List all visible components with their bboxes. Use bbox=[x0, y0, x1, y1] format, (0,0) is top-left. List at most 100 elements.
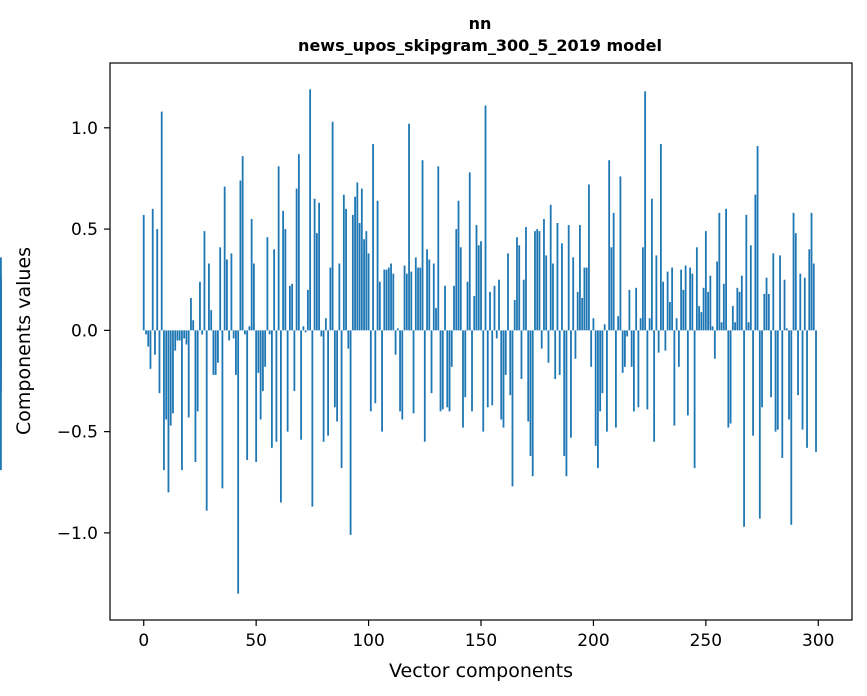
chart-subtitle: news_upos_skipgram_300_5_2019 model bbox=[298, 36, 662, 55]
bar bbox=[156, 229, 159, 331]
bar bbox=[731, 306, 734, 331]
x-tick-label: 200 bbox=[577, 631, 609, 651]
bar bbox=[432, 263, 435, 331]
bar bbox=[223, 186, 226, 331]
chart-title: nn bbox=[469, 14, 492, 33]
bar bbox=[154, 330, 156, 355]
bar bbox=[810, 212, 813, 331]
bar bbox=[682, 289, 685, 331]
bar bbox=[630, 330, 633, 367]
bar bbox=[446, 330, 449, 408]
x-tick-label: 300 bbox=[802, 631, 834, 651]
bar bbox=[711, 326, 714, 331]
bar bbox=[646, 330, 649, 410]
bar bbox=[648, 318, 651, 331]
bar bbox=[437, 166, 440, 331]
bar bbox=[230, 253, 233, 331]
x-tick-label: 150 bbox=[465, 631, 497, 651]
bar bbox=[812, 263, 815, 331]
bar bbox=[378, 281, 381, 331]
bar bbox=[655, 255, 658, 331]
bar bbox=[462, 330, 464, 428]
bar bbox=[324, 318, 327, 331]
bar bbox=[718, 212, 721, 331]
bar bbox=[547, 330, 550, 363]
bar bbox=[410, 271, 413, 331]
bar bbox=[244, 330, 246, 335]
bar bbox=[322, 330, 325, 442]
bar bbox=[217, 330, 219, 363]
bar bbox=[241, 156, 244, 331]
bar bbox=[599, 330, 602, 412]
bar bbox=[770, 330, 772, 398]
x-tick-label: 0 bbox=[138, 631, 149, 651]
bar bbox=[783, 279, 786, 331]
bar bbox=[709, 275, 712, 331]
bar bbox=[691, 273, 694, 331]
bar bbox=[597, 330, 599, 469]
bar bbox=[716, 261, 718, 331]
bar bbox=[794, 233, 797, 331]
bar bbox=[183, 330, 186, 339]
bar bbox=[435, 308, 437, 331]
bar bbox=[450, 330, 453, 367]
bar bbox=[387, 267, 390, 331]
bar bbox=[592, 318, 595, 331]
bar bbox=[752, 330, 754, 436]
bar bbox=[659, 144, 662, 331]
bar bbox=[650, 198, 653, 331]
bar bbox=[390, 263, 392, 331]
bar bbox=[808, 249, 811, 331]
bar bbox=[729, 330, 732, 424]
bar bbox=[628, 289, 631, 331]
bar bbox=[486, 330, 489, 408]
bar bbox=[331, 121, 334, 331]
bar bbox=[441, 330, 444, 410]
x-tick-label: 250 bbox=[690, 631, 722, 651]
bar bbox=[342, 194, 345, 331]
bar bbox=[763, 293, 766, 331]
bar bbox=[534, 231, 536, 331]
bar bbox=[639, 318, 642, 331]
bar bbox=[381, 330, 383, 432]
bar bbox=[439, 330, 442, 412]
bar bbox=[475, 225, 478, 331]
bar bbox=[626, 330, 629, 337]
bar bbox=[788, 330, 790, 420]
bar bbox=[338, 263, 341, 331]
bar bbox=[583, 267, 586, 331]
bar bbox=[511, 330, 514, 487]
bar bbox=[203, 231, 206, 331]
bar bbox=[277, 166, 280, 331]
bar bbox=[239, 180, 242, 331]
bar bbox=[549, 204, 552, 331]
bar bbox=[594, 330, 597, 446]
bar bbox=[147, 330, 150, 347]
bar bbox=[772, 253, 775, 331]
bar bbox=[738, 291, 741, 331]
bar bbox=[160, 111, 163, 331]
bar bbox=[747, 322, 750, 331]
bar bbox=[745, 214, 748, 331]
bar bbox=[610, 247, 613, 331]
bar bbox=[205, 330, 208, 511]
bar bbox=[698, 306, 700, 331]
bar bbox=[262, 330, 264, 392]
bar bbox=[743, 330, 745, 527]
bar bbox=[792, 212, 795, 331]
bar bbox=[360, 188, 363, 331]
bar bbox=[504, 330, 507, 375]
bar bbox=[257, 330, 260, 373]
bar bbox=[394, 330, 397, 355]
bar bbox=[727, 330, 730, 428]
bar bbox=[480, 241, 482, 331]
bar bbox=[725, 208, 727, 331]
bar bbox=[192, 320, 195, 331]
bar bbox=[668, 302, 671, 331]
bar bbox=[495, 330, 498, 339]
bar bbox=[471, 330, 473, 412]
bar bbox=[369, 330, 372, 412]
bar bbox=[412, 330, 415, 414]
bar bbox=[601, 330, 604, 394]
